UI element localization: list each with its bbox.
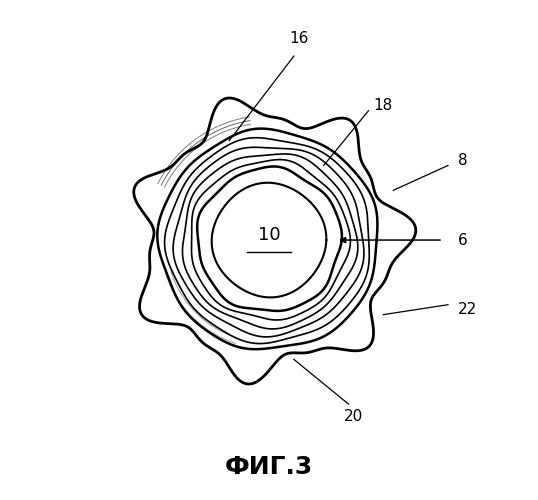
Text: 22: 22	[458, 302, 477, 317]
Text: 18: 18	[373, 98, 393, 114]
Text: ФИГ.3: ФИГ.3	[225, 454, 313, 478]
Text: 6: 6	[458, 232, 468, 248]
Text: 16: 16	[289, 31, 308, 46]
Text: 10: 10	[258, 226, 280, 244]
Text: 20: 20	[344, 409, 363, 424]
Text: 8: 8	[458, 153, 468, 168]
